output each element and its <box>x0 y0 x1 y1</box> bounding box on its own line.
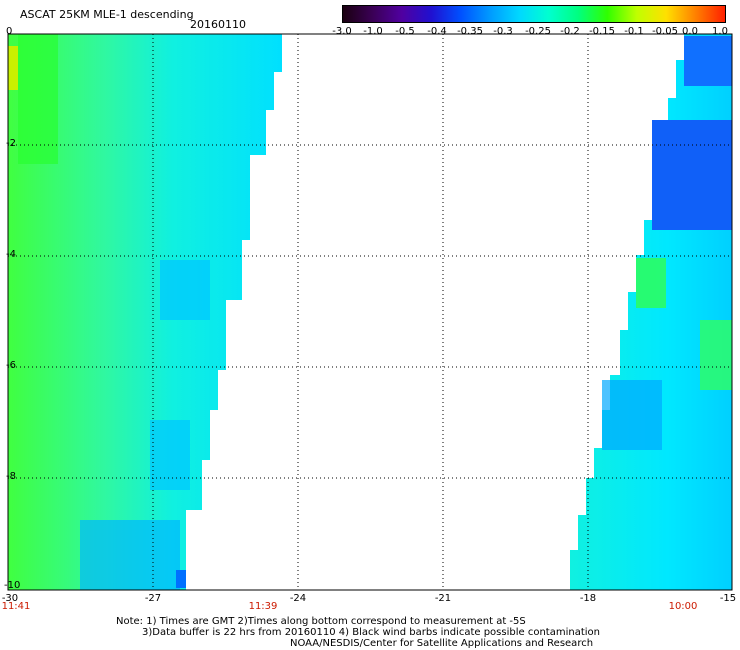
x-tick-1: -27 <box>144 593 162 604</box>
time-label-mid: 11:39 <box>248 601 278 612</box>
x-tick-5: -15 <box>719 593 737 604</box>
colorbar-tick-0: -3.0 <box>332 26 352 37</box>
y-tick-0: 0 <box>6 26 13 37</box>
x-tick-2: -24 <box>289 593 307 604</box>
map-title: ASCAT 25KM MLE-1 descending <box>20 8 194 21</box>
left-swath-blue-patch-1 <box>160 260 210 320</box>
colorbar-tick-1: -1.0 <box>363 26 383 37</box>
left-swath-green-band <box>18 34 58 164</box>
right-swath-green-2 <box>700 320 732 390</box>
right-swath-blue-low <box>602 380 662 450</box>
colorbar-tick-5: -0.3 <box>493 26 513 37</box>
left-swath-yellow-patch <box>8 46 18 90</box>
colorbar-tick-6: -0.25 <box>525 26 551 37</box>
right-swath-blue-top <box>684 36 732 86</box>
left-swath-blue-patch-3 <box>80 520 180 590</box>
grid-lines <box>8 34 732 590</box>
colorbar <box>342 5 726 23</box>
y-tick-2: -4 <box>6 249 16 260</box>
map-frame <box>7 33 733 591</box>
time-label-end: 10:00 <box>668 601 698 612</box>
time-label-start: 11:41 <box>1 601 31 612</box>
colorbar-tick-10: -0.05 <box>652 26 678 37</box>
colorbar-tick-9: -0.1 <box>624 26 644 37</box>
colorbar-tick-12: 1.0 <box>712 26 728 37</box>
colorbar-tick-2: -0.5 <box>395 26 415 37</box>
colorbar-tick-11: 0.0 <box>682 26 698 37</box>
colorbar-tick-3: -0.4 <box>427 26 447 37</box>
note-line-3: NOAA/NESDIS/Center for Satellite Applica… <box>290 638 594 649</box>
left-swath-blue-patch-2 <box>150 420 190 490</box>
y-tick-1: -2 <box>6 138 16 149</box>
note-line-2: 3)Data buffer is 22 hrs from 20160110 4)… <box>142 627 600 638</box>
note-line-1: Note: 1) Times are GMT 2)Times along bot… <box>116 616 526 627</box>
y-tick-3: -6 <box>6 360 16 371</box>
x-tick-0: -30 <box>1 593 19 604</box>
x-tick-4: -18 <box>579 593 597 604</box>
left-swath <box>8 34 282 590</box>
left-swath-deep-blue <box>176 570 186 588</box>
right-swath-green <box>636 258 666 308</box>
colorbar-tick-7: -0.2 <box>560 26 580 37</box>
y-tick-5: -10 <box>4 580 21 591</box>
colorbar-tick-8: -0.15 <box>589 26 615 37</box>
map-date: 20160110 <box>190 18 246 31</box>
y-tick-4: -8 <box>6 471 16 482</box>
x-tick-3: -21 <box>434 593 452 604</box>
right-swath <box>570 34 732 590</box>
colorbar-tick-4: -0.35 <box>457 26 483 37</box>
right-swath-blue-mid <box>652 120 732 230</box>
